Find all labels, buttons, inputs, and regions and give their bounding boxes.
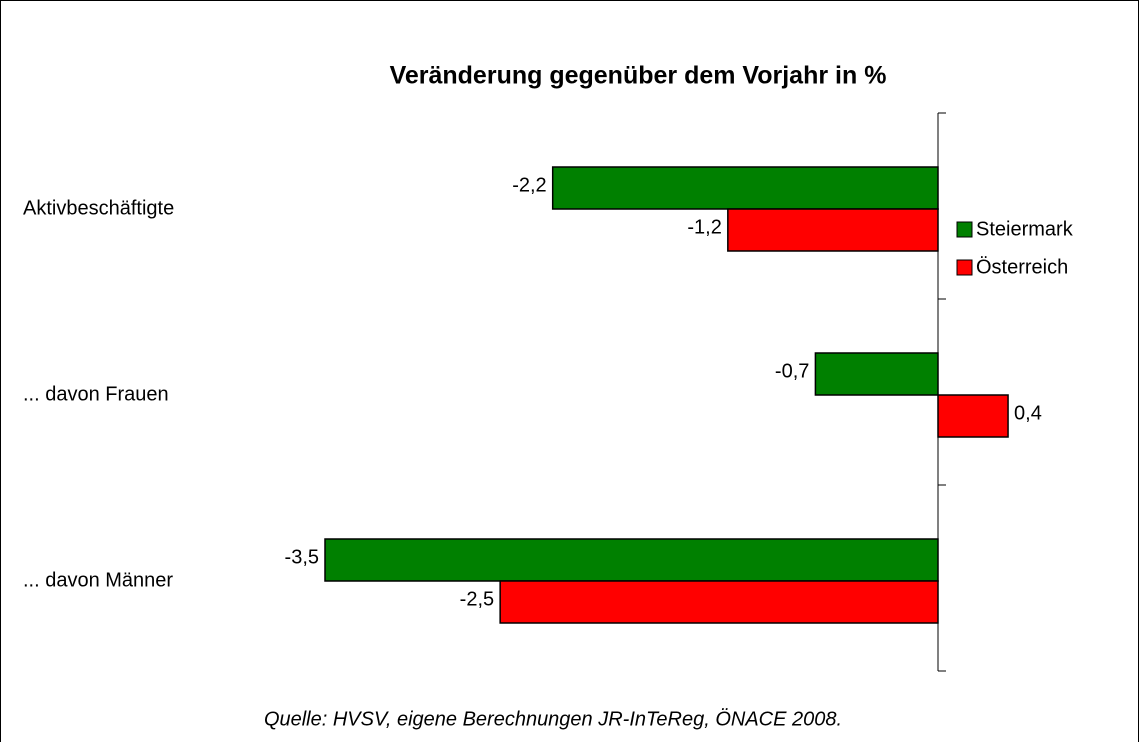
category-label: Aktivbeschäftigte: [23, 197, 174, 219]
bar: [499, 580, 939, 624]
legend-label: Österreich: [976, 256, 1068, 278]
bar: [727, 208, 939, 252]
value-label: 0,4: [1014, 402, 1042, 424]
legend-label: Steiermark: [976, 218, 1074, 240]
value-label: -1,2: [687, 216, 721, 238]
value-label: -2,2: [512, 174, 546, 196]
legend-swatch: [956, 221, 973, 238]
bar: [324, 538, 939, 582]
category-label: ... davon Männer: [23, 569, 173, 591]
chart-title: Veränderung gegenüber dem Vorjahr in %: [390, 62, 887, 90]
value-label: -2,5: [460, 588, 494, 610]
legend-swatch: [956, 259, 973, 276]
value-label: -3,5: [285, 546, 319, 568]
source-note: Quelle: HVSV, eigene Berechnungen JR-InT…: [264, 708, 842, 730]
bar: [937, 394, 1009, 438]
bar: [551, 166, 939, 210]
bar: [814, 352, 939, 396]
value-label: -0,7: [775, 360, 809, 382]
category-label: ... davon Frauen: [23, 383, 169, 405]
